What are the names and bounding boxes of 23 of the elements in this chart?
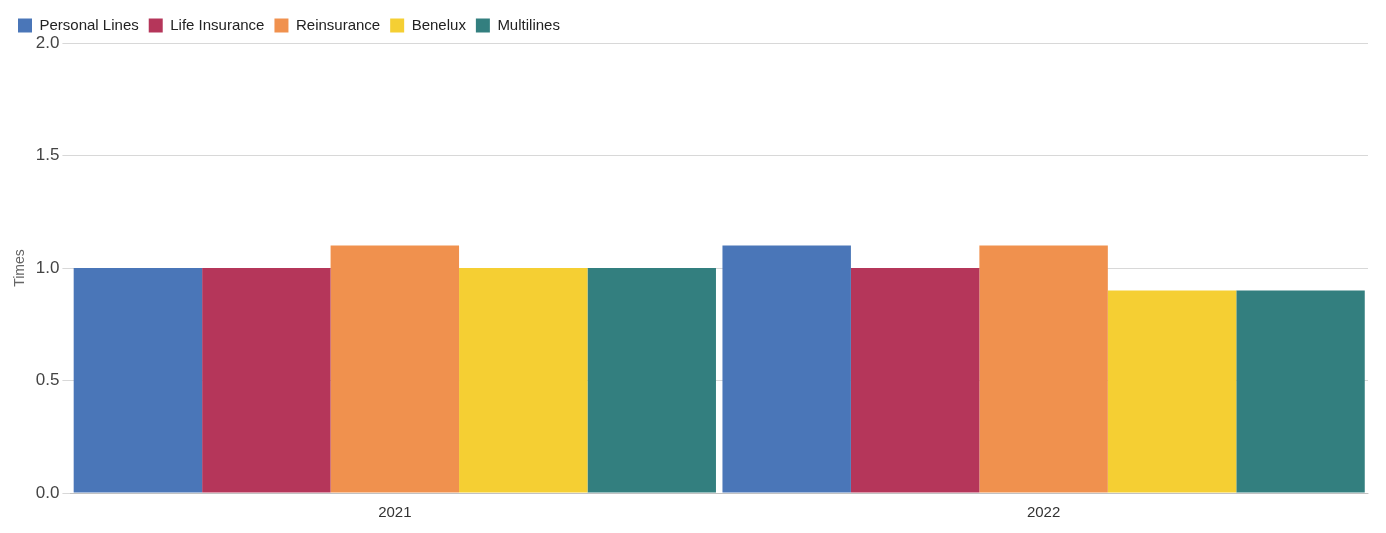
y-axis-title: Times [11, 249, 28, 287]
x-tick-label: 2021 [378, 503, 412, 521]
x-tick-label: 2022 [1026, 503, 1061, 521]
y-tick-label: 1.5 [35, 145, 60, 165]
bar [587, 268, 716, 493]
bar [722, 245, 851, 493]
bar [459, 268, 588, 493]
bar [850, 268, 980, 493]
bar [979, 245, 1108, 493]
bar [330, 245, 460, 493]
bar [73, 268, 203, 493]
legend-label: Life Insurance [170, 15, 265, 33]
legend-label: Benelux [411, 15, 467, 33]
legend-label: Personal Lines [39, 15, 139, 33]
legend-label: Reinsurance [295, 15, 381, 33]
y-tick-label: 0.0 [35, 482, 60, 502]
y-tick-label: 0.5 [35, 370, 60, 390]
legend-label: Multilines [497, 15, 560, 33]
y-tick-label: 1.0 [35, 257, 60, 277]
bar [1236, 290, 1365, 493]
bar [1107, 290, 1237, 493]
y-tick-label: 2.0 [35, 32, 60, 52]
bar [202, 268, 331, 493]
